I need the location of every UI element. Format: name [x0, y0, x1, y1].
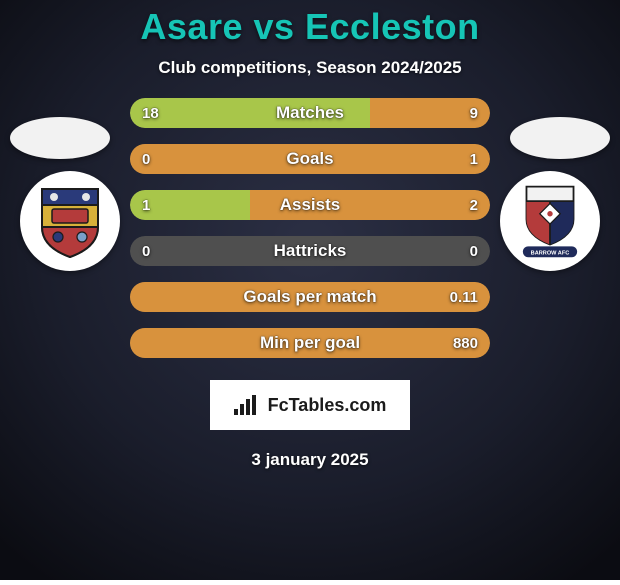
stat-row: 189Matches [130, 98, 490, 128]
bar-fill-right [130, 144, 490, 174]
attribution-badge: FcTables.com [210, 380, 410, 430]
stat-row: 12Assists [130, 190, 490, 220]
stat-value-left: 0 [142, 144, 150, 174]
stat-value-left: 18 [142, 98, 159, 128]
attribution-text: FcTables.com [268, 395, 387, 416]
stat-row: 00Hattricks [130, 236, 490, 266]
stat-value-right: 0 [470, 236, 478, 266]
bar-fill-right [130, 282, 490, 312]
stat-value-right: 2 [470, 190, 478, 220]
generation-date: 3 january 2025 [251, 450, 368, 470]
stat-row: 01Goals [130, 144, 490, 174]
bar-fill-right [130, 328, 490, 358]
stat-rows: 189Matches01Goals12Assists00Hattricks0.1… [0, 98, 620, 358]
stat-row: 0.11Goals per match [130, 282, 490, 312]
stat-value-left: 1 [142, 190, 150, 220]
bar-fill-right [250, 190, 490, 220]
stat-row: 880Min per goal [130, 328, 490, 358]
bar-chart-icon [234, 395, 260, 415]
stat-value-right: 9 [470, 98, 478, 128]
stat-value-right: 1 [470, 144, 478, 174]
bar-track [130, 236, 490, 266]
stat-value-right: 0.11 [450, 282, 478, 312]
bar-fill-left [130, 98, 370, 128]
stat-value-right: 880 [453, 328, 478, 358]
page-title: Asare vs Eccleston [140, 6, 479, 48]
stat-value-left: 0 [142, 236, 150, 266]
subtitle: Club competitions, Season 2024/2025 [158, 58, 461, 78]
